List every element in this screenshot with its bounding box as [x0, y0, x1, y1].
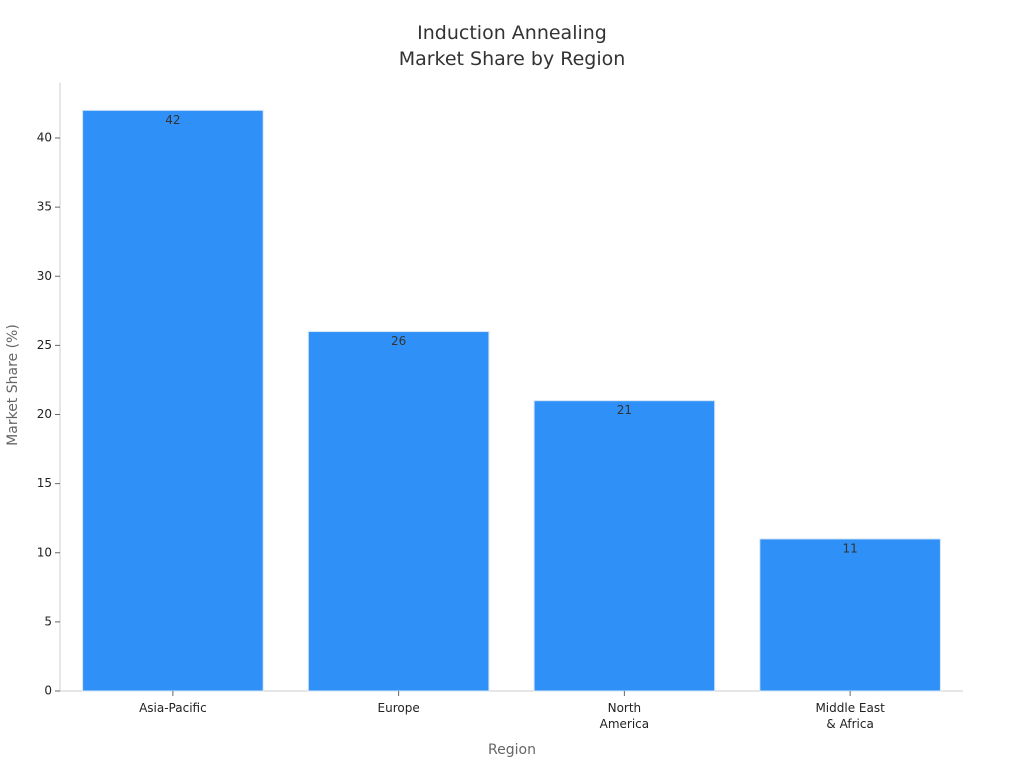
y-axis-label: Market Share (%): [5, 324, 21, 446]
y-tick-label: 20: [37, 407, 52, 421]
y-tick-label: 5: [44, 614, 52, 628]
value-label: 21: [617, 403, 632, 417]
value-label: 42: [165, 113, 180, 127]
x-tick-label: North America: [599, 701, 650, 731]
bar: [82, 109, 264, 692]
y-tick-label: 40: [37, 131, 52, 145]
bar: [759, 538, 941, 692]
y-tick-label: 25: [37, 338, 52, 352]
y-tick-label: 35: [37, 200, 52, 214]
x-tick-label: Asia-Pacific: [139, 701, 207, 715]
y-tick-label: 10: [37, 545, 52, 559]
x-axis-label: Region: [488, 742, 536, 758]
y-tick-label: 15: [37, 476, 52, 490]
bar: [533, 400, 716, 692]
chart-title: Induction Annealing: [417, 22, 607, 44]
chart-subtitle: Market Share by Region: [398, 48, 626, 70]
bar: [307, 331, 490, 692]
y-tick-label: 0: [44, 684, 52, 698]
value-label: 11: [842, 541, 857, 555]
y-tick-label: 30: [37, 269, 52, 283]
value-label: 26: [391, 334, 406, 348]
x-tick-label: Europe: [377, 701, 420, 715]
x-tick-label: Middle East & Africa: [815, 701, 885, 731]
